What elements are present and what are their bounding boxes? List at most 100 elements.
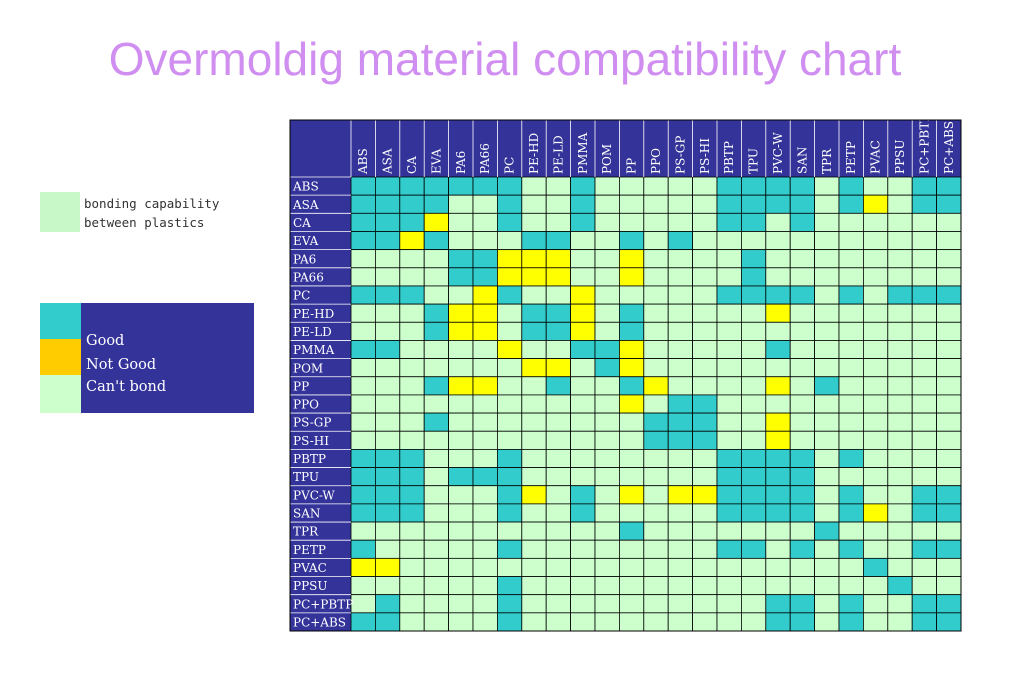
matrix-cell: [765, 358, 791, 378]
row-label: TPU: [293, 470, 319, 484]
matrix-cell: [887, 358, 913, 378]
matrix-cell: [765, 285, 791, 305]
matrix-cell: [496, 176, 523, 196]
bonding-legend-line1: bonding capability: [84, 196, 220, 211]
matrix-cell: [667, 612, 694, 632]
matrix-cell: [716, 557, 742, 577]
matrix-cell: [472, 340, 498, 360]
matrix-cell: [741, 521, 767, 541]
matrix-cell: [472, 176, 498, 196]
matrix-cell: [789, 303, 816, 323]
matrix-cell: [545, 194, 572, 214]
matrix-cell: [350, 303, 376, 323]
matrix-cell: [399, 467, 425, 487]
matrix-cell: [741, 448, 767, 468]
matrix-cell: [741, 485, 767, 505]
column-label: PVC-W: [771, 132, 785, 174]
matrix-cell: [741, 467, 767, 487]
matrix-cell: [545, 594, 572, 614]
legend-swatch-cant-bond: [40, 375, 81, 413]
matrix-cell: [521, 285, 547, 305]
matrix-cell: [911, 231, 938, 251]
matrix-cell: [814, 358, 840, 378]
matrix-cell: [765, 594, 791, 614]
matrix-cell: [545, 340, 572, 360]
matrix-cell: [350, 231, 376, 251]
matrix-cell: [789, 231, 816, 251]
matrix-cell: [521, 303, 547, 323]
matrix-cell: [496, 394, 523, 414]
matrix-cell: [887, 594, 913, 614]
matrix-cell: [350, 485, 376, 505]
matrix-cell: [643, 412, 669, 432]
matrix-cell: [838, 485, 864, 505]
matrix-cell: [594, 594, 620, 614]
bonding-legend-text: bonding capability between plastics: [84, 194, 234, 232]
matrix-cell: [911, 430, 938, 450]
matrix-cell: [692, 521, 718, 541]
matrix-cell: [643, 594, 669, 614]
matrix-cell: [936, 485, 962, 505]
matrix-cell: [521, 485, 547, 505]
matrix-cell: [667, 194, 694, 214]
matrix-cell: [716, 576, 742, 596]
matrix-cell: [472, 612, 498, 632]
matrix-cell: [374, 231, 401, 251]
matrix-cell: [667, 539, 694, 559]
matrix-cell: [692, 321, 718, 341]
matrix-cell: [545, 503, 572, 523]
matrix-cell: [838, 194, 864, 214]
matrix-cell: [667, 340, 694, 360]
matrix-cell: [472, 376, 498, 396]
matrix-cell: [741, 412, 767, 432]
chart-title: Overmoldig material compatibility chart: [108, 33, 902, 85]
matrix-cell: [399, 612, 425, 632]
row-label: ASA: [292, 198, 319, 212]
matrix-cell: [789, 267, 816, 287]
matrix-cell: [350, 521, 376, 541]
matrix-cell: [765, 212, 791, 232]
matrix-cell: [692, 448, 718, 468]
matrix-cell: [716, 539, 742, 559]
legend-label-good: Good: [86, 333, 125, 349]
matrix-cell: [741, 612, 767, 632]
column-label: PETP: [844, 141, 858, 174]
matrix-cell: [619, 321, 645, 341]
matrix-cell: [423, 303, 450, 323]
matrix-cell: [496, 485, 523, 505]
row-label: ABS: [292, 180, 319, 194]
matrix-cell: [887, 303, 913, 323]
matrix-cell: [911, 176, 938, 196]
matrix-cell: [716, 231, 742, 251]
matrix-cell: [594, 340, 620, 360]
matrix-cell: [545, 376, 572, 396]
matrix-cell: [619, 376, 645, 396]
matrix-cell: [423, 467, 450, 487]
matrix-cell: [667, 212, 694, 232]
row-label: PMMA: [293, 343, 335, 357]
matrix-cell: [545, 485, 572, 505]
matrix-cell: [789, 394, 816, 414]
matrix-cell: [619, 539, 645, 559]
row-label: PS-HI: [293, 434, 329, 448]
matrix-cell: [887, 394, 913, 414]
matrix-cell: [496, 358, 523, 378]
matrix-cell: [692, 539, 718, 559]
matrix-cell: [814, 430, 840, 450]
matrix-cell: [374, 430, 401, 450]
matrix-cell: [448, 521, 474, 541]
matrix-cell: [545, 430, 572, 450]
matrix-cell: [692, 594, 718, 614]
matrix-cell: [887, 503, 913, 523]
matrix-cell: [716, 285, 742, 305]
matrix-cell: [521, 212, 547, 232]
matrix-cell: [374, 394, 401, 414]
matrix-cell: [374, 303, 401, 323]
matrix-cell: [789, 448, 816, 468]
matrix-cell: [570, 231, 596, 251]
matrix-cell: [863, 340, 889, 360]
matrix-cell: [350, 594, 376, 614]
row-label: EVA: [293, 234, 319, 248]
matrix-cell: [496, 231, 523, 251]
matrix-cell: [911, 539, 938, 559]
